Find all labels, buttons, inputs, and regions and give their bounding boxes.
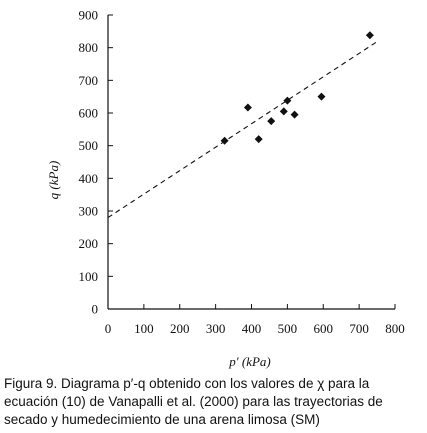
data-points xyxy=(220,31,374,145)
trendline xyxy=(107,40,380,218)
data-point xyxy=(267,117,276,126)
x-tick-label: 800 xyxy=(385,321,405,336)
y-tick-label: 600 xyxy=(79,106,99,121)
data-point xyxy=(254,135,263,144)
x-tick-label: 400 xyxy=(242,321,262,336)
y-tick-label: 900 xyxy=(79,8,99,23)
y-tick-label: 100 xyxy=(79,269,99,284)
x-tick-label: 0 xyxy=(105,321,112,336)
caption-line-3: secado y humedecimiento de una arena lim… xyxy=(4,412,320,427)
y-tick-label: 400 xyxy=(79,171,99,186)
data-point xyxy=(317,92,326,101)
data-point xyxy=(283,96,292,105)
x-tick-label: 500 xyxy=(278,321,298,336)
caption-line-1: Figura 9. Diagrama p′-q obtenido con los… xyxy=(4,376,370,391)
data-point xyxy=(290,110,299,119)
x-tick-label: 100 xyxy=(134,321,154,336)
x-tick-label: 200 xyxy=(170,321,190,336)
y-axis-ticks: 0 100 200 300 400 500 600 700 800 900 xyxy=(79,8,113,317)
y-tick-label: 300 xyxy=(79,204,99,219)
x-tick-label: 300 xyxy=(206,321,226,336)
y-tick-label: 200 xyxy=(79,236,99,251)
y-axis-label: q (kPa) xyxy=(46,161,61,200)
data-point xyxy=(243,103,252,112)
y-tick-label: 0 xyxy=(92,302,99,317)
x-tick-label: 600 xyxy=(314,321,334,336)
data-point xyxy=(365,31,374,40)
x-axis-label: p′ (kPa) xyxy=(228,354,270,369)
pq-chart: 0 100 200 300 400 500 600 700 800 900 0 100 200 300 4… xyxy=(46,8,405,370)
caption-line-2: ecuación (10) de Vanapalli et al. (2000)… xyxy=(4,394,383,409)
figure-caption: Figura 9. Diagrama p′-q obtenido con los… xyxy=(4,375,424,429)
trendline-group xyxy=(107,40,380,218)
axes xyxy=(107,15,395,310)
y-tick-label: 700 xyxy=(79,73,99,88)
y-tick-label: 800 xyxy=(79,40,99,55)
data-point xyxy=(279,107,288,116)
data-point xyxy=(220,136,229,145)
x-tick-label: 700 xyxy=(349,321,369,336)
y-tick-label: 500 xyxy=(79,138,99,153)
x-axis-ticks: 0 100 200 300 400 500 600 700 800 xyxy=(105,304,405,336)
